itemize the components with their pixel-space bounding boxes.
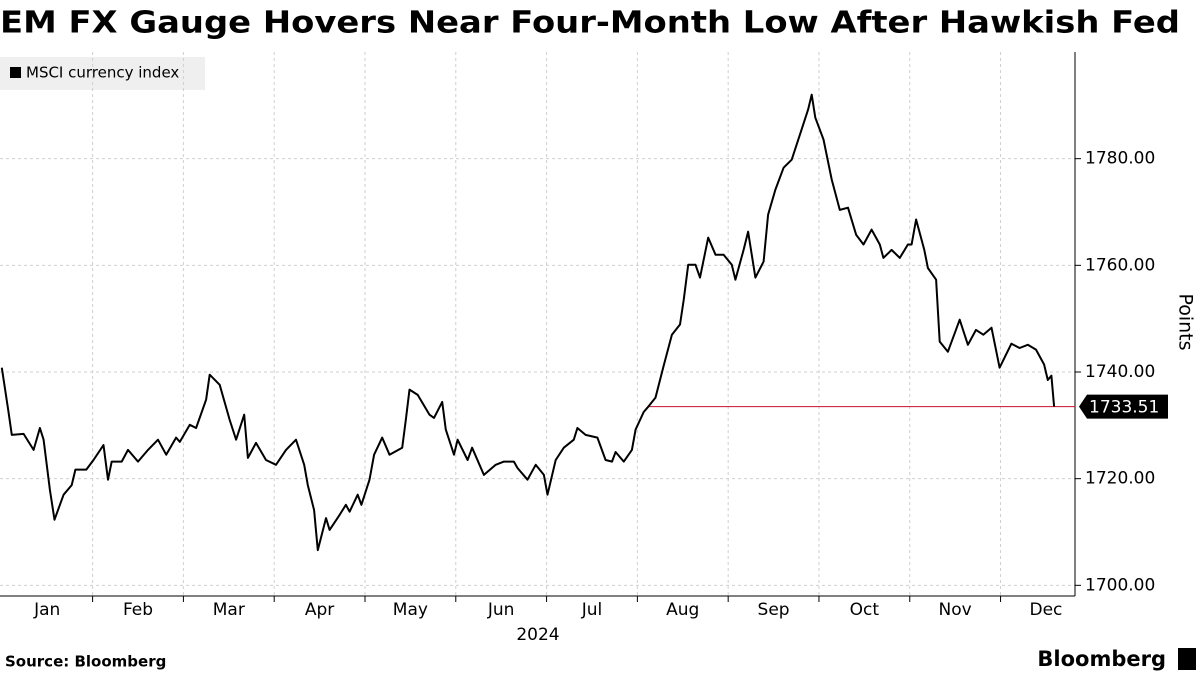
x-tick-label: Sep [758,600,790,620]
brand-icon [1178,648,1196,670]
x-tick-label: Aug [666,600,699,620]
x-tick-label: Oct [850,600,880,620]
source: Source: Bloomberg [5,653,166,671]
y-tick-label: 1760.00 [1085,255,1155,275]
series-line [0,93,1056,552]
y-tick-label: 1780.00 [1085,149,1155,169]
x-tick-label: Apr [305,600,334,620]
x-tick-label: Dec [1029,600,1062,620]
x-axis-label: 2024 [516,625,559,645]
x-tick-label: May [393,600,428,620]
x-tick-label: Nov [939,600,972,620]
y-tick-label: 1700.00 [1085,575,1155,595]
legend-swatch [10,67,21,78]
y-tick-label: 1720.00 [1085,469,1155,489]
y-axis-label: Points [1175,293,1197,350]
brand: Bloomberg [1037,647,1166,671]
x-tick-label: Jun [487,600,515,620]
y-tick-label: 1740.00 [1085,362,1155,382]
last-value-label: 1733.51 [1089,398,1159,418]
legend-label: MSCI currency index [26,64,179,82]
x-tick-label: Mar [213,600,245,620]
x-tick-label: Feb [123,600,153,620]
legend-box [0,57,205,90]
x-tick-label: Jul [581,600,603,620]
x-tick-label: Jan [33,600,60,620]
chart-title: EM FX Gauge Hovers Near Four-Month Low A… [0,6,1180,41]
last-value-box [1079,394,1168,419]
